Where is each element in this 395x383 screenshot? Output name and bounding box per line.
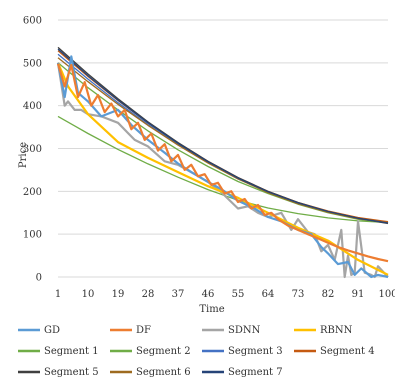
x-axis-label: Time bbox=[199, 304, 224, 315]
x-tick-label: 100 bbox=[378, 289, 395, 300]
y-tick-label: 500 bbox=[23, 58, 42, 69]
x-tick-label: 91 bbox=[352, 289, 365, 300]
series-line-df bbox=[56, 63, 389, 263]
x-tick-label: 37 bbox=[172, 289, 185, 300]
legend-label: Segment 3 bbox=[228, 346, 283, 357]
y-tick-label: 200 bbox=[23, 187, 42, 198]
x-tick-label: 55 bbox=[232, 289, 245, 300]
series-line-segment-7 bbox=[57, 48, 389, 224]
legend: GD DF SDNN RBNN Segment 1 Segment 2 Segment 3 S… bbox=[18, 325, 375, 378]
series-line-segment-4 bbox=[57, 50, 389, 223]
x-tick-labels: 1 10 19 28 37 46 55 64 73 82 91 100 bbox=[55, 289, 395, 300]
x-tick-label: 46 bbox=[202, 289, 215, 300]
legend-label: Segment 2 bbox=[136, 346, 191, 357]
x-tick-label: 73 bbox=[292, 289, 305, 300]
legend-label: Segment 1 bbox=[44, 346, 99, 357]
series-line-segment-3 bbox=[57, 53, 389, 223]
y-tick-label: 600 bbox=[23, 16, 42, 27]
y-tick-label: 400 bbox=[23, 101, 42, 112]
x-tick-label: 19 bbox=[112, 289, 125, 300]
legend-label: Segment 6 bbox=[136, 367, 191, 378]
y-tick-label: 0 bbox=[36, 273, 42, 284]
legend-label: RBNN bbox=[320, 325, 353, 336]
y-axis-label: Price bbox=[18, 142, 29, 168]
series-line-segment-2 bbox=[57, 62, 389, 224]
x-tick-label: 1 bbox=[55, 289, 61, 300]
x-tick-label: 10 bbox=[82, 289, 95, 300]
y-tick-label: 100 bbox=[23, 230, 42, 241]
legend-label: Segment 5 bbox=[44, 367, 99, 378]
x-tick-label: 28 bbox=[142, 289, 155, 300]
series-line-rbnn bbox=[56, 62, 389, 276]
legend-label: Segment 7 bbox=[228, 367, 283, 378]
x-tick-label: 82 bbox=[322, 289, 335, 300]
y-tick-label: 300 bbox=[23, 144, 42, 155]
series-line-segment-5 bbox=[57, 46, 389, 225]
series-line-segment-6 bbox=[57, 57, 389, 224]
x-tick-label: 64 bbox=[262, 289, 275, 300]
legend-label: DF bbox=[136, 325, 151, 336]
series-lines bbox=[56, 46, 389, 279]
legend-label: Segment 4 bbox=[320, 346, 375, 357]
legend-label: SDNN bbox=[228, 325, 261, 336]
legend-label: GD bbox=[44, 325, 60, 336]
y-tick-labels: 0 100 200 300 400 500 600 bbox=[23, 16, 42, 284]
